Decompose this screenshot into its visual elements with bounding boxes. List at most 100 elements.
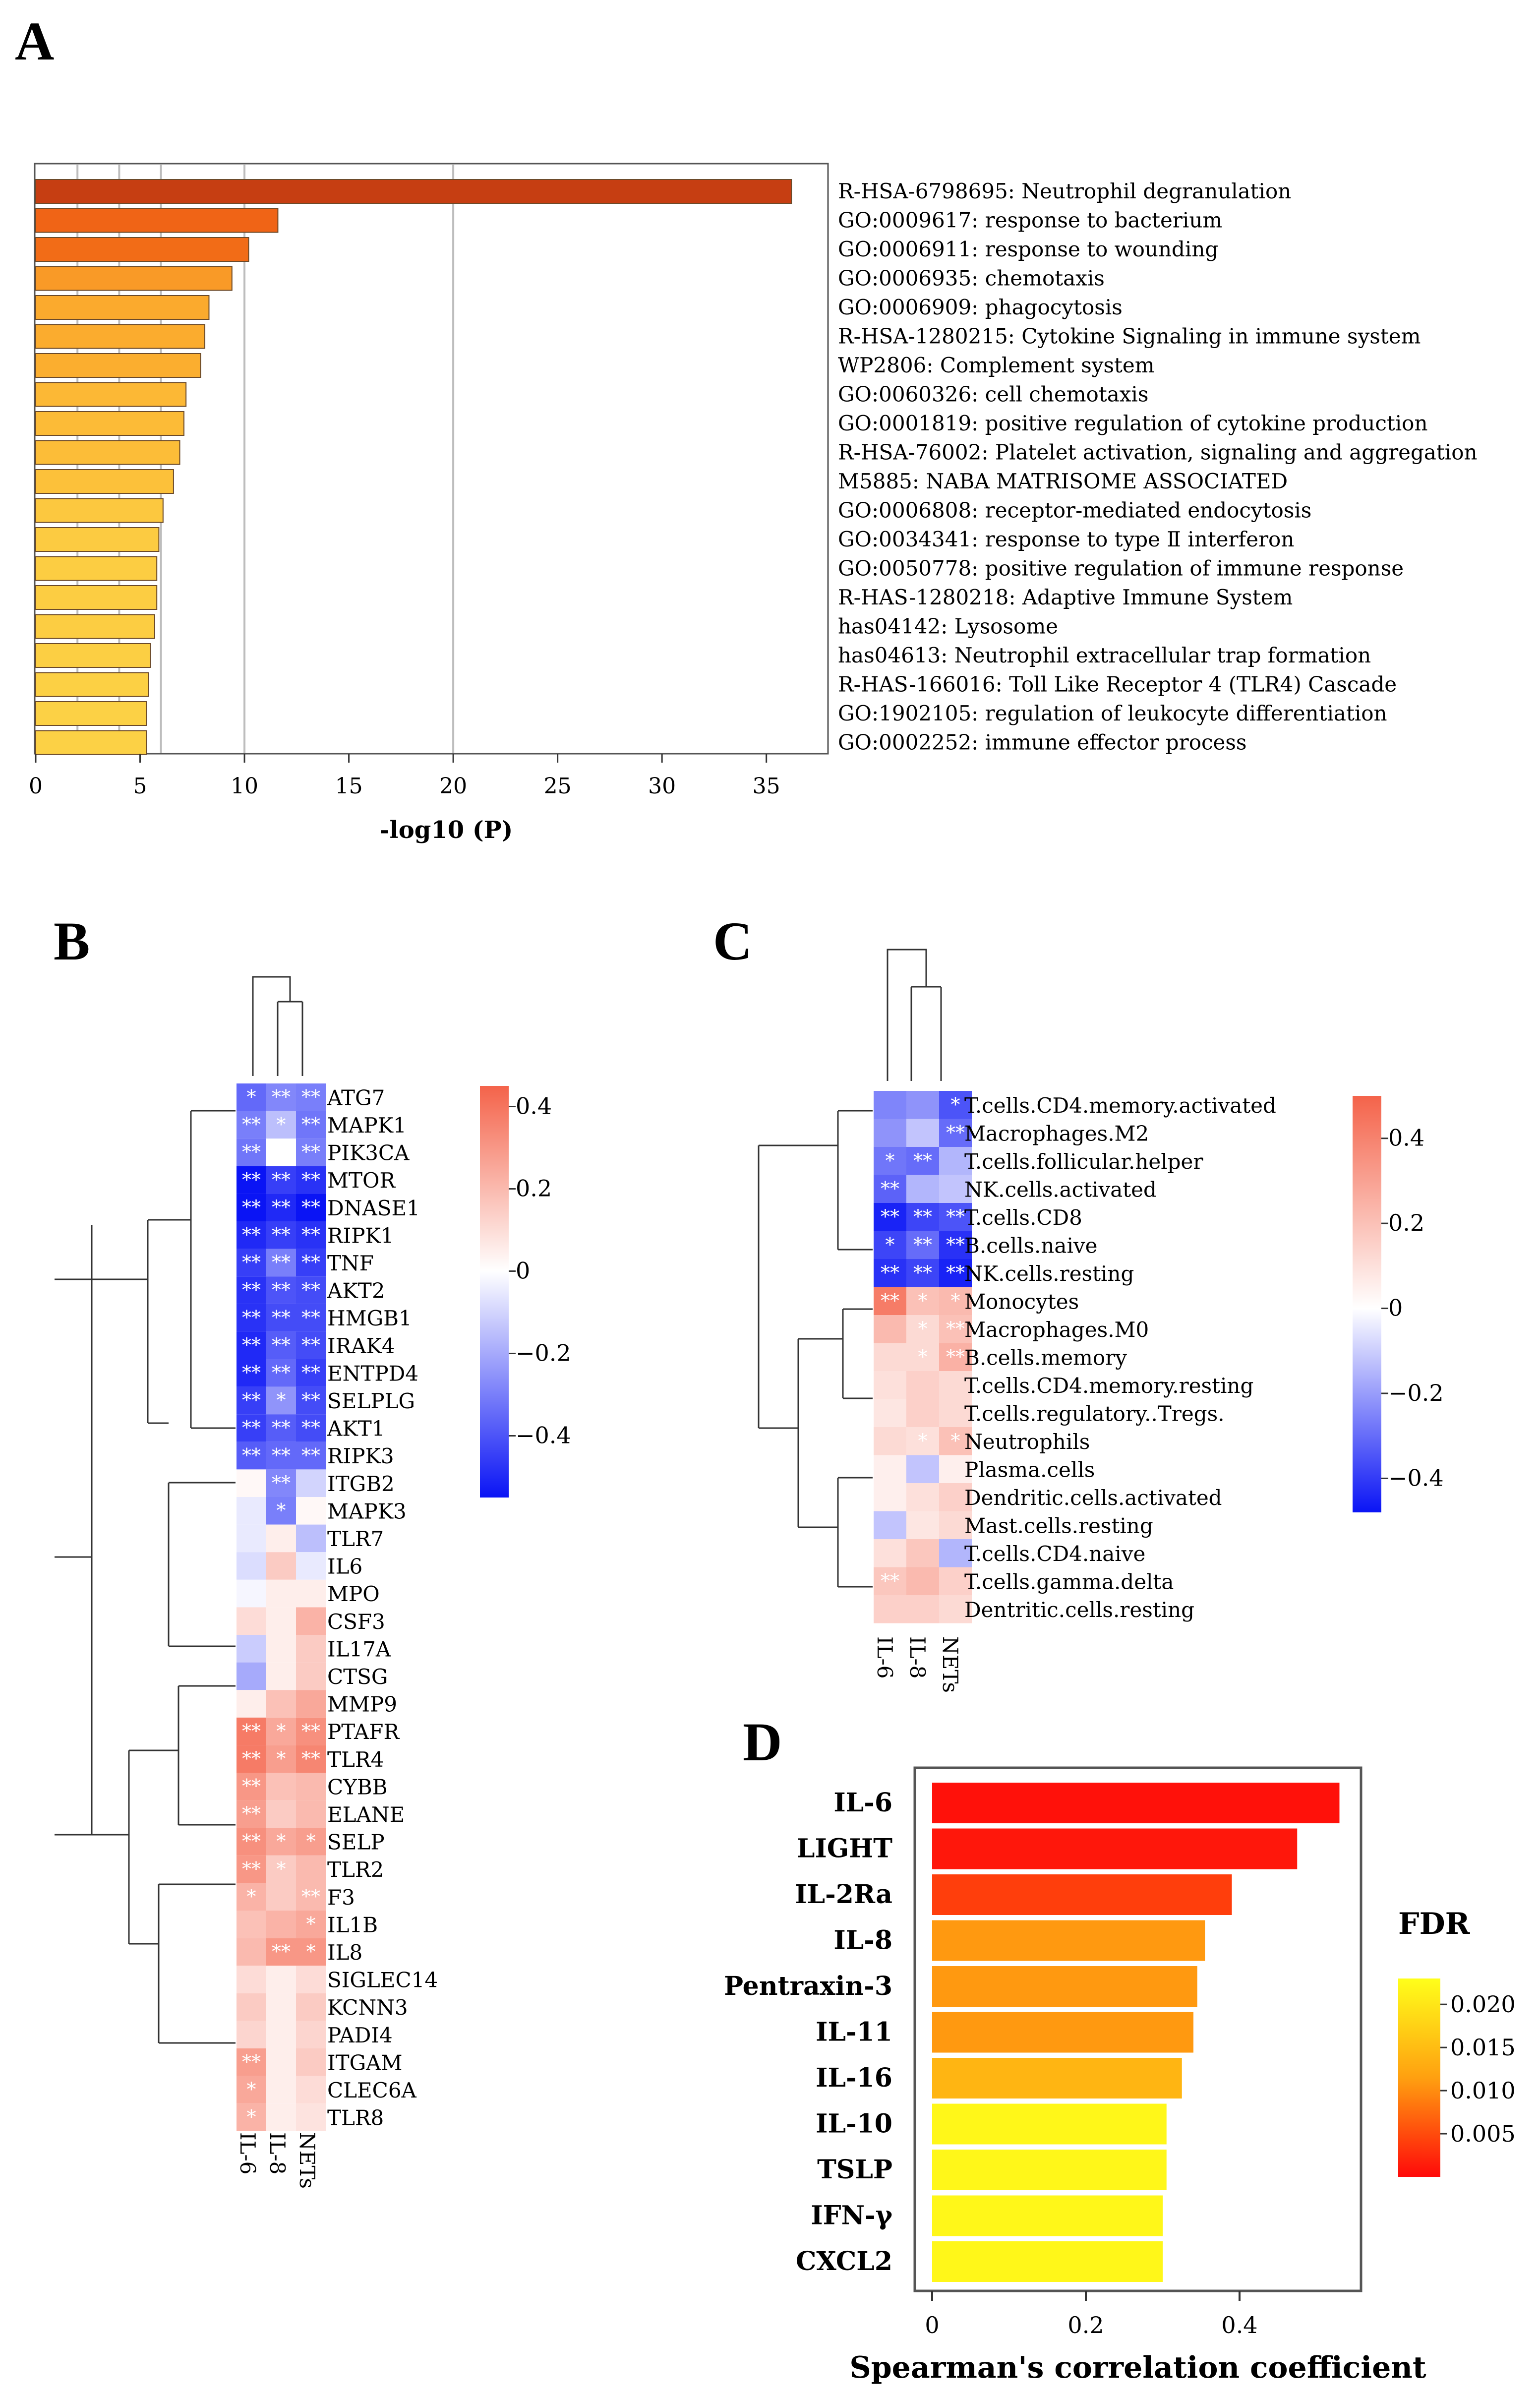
panel-d-plot-frame: [913, 1766, 1362, 2292]
panel-b-significance-mark: *: [247, 1086, 256, 1108]
panel-b-cell: [266, 1386, 296, 1415]
panel-b-cell: [266, 1441, 296, 1470]
panel-a-bar: [35, 643, 151, 668]
panel-a-category-label: R-HAS-166016: Toll Like Receptor 4 (TLR4…: [838, 672, 1397, 697]
panel-b-colorbar: [480, 1086, 509, 1498]
panel-b-cell: [266, 1359, 296, 1387]
panel-c-cell: [939, 1203, 972, 1231]
panel-a-category-label: GO:1902105: regulation of leukocyte diff…: [838, 701, 1387, 725]
panel-b-cell: [237, 1194, 266, 1221]
panel-c-significance-mark: *: [918, 1318, 928, 1340]
panel-c-heatmap: **** ****** ** *** ** **** ** **** * ** *** *** *** …: [758, 949, 1444, 1693]
panel-d-category-label: IL-16: [816, 2063, 892, 2093]
panel-c-row-dendrogram: [758, 1110, 873, 1588]
panel-b-cell: [296, 1911, 326, 1938]
panel-d-legend-tick-label: 0.020: [1450, 1991, 1516, 2018]
panel-b-row-label: ELANE: [327, 1802, 405, 1827]
panel-c-significance-mark: **: [913, 1234, 932, 1256]
panel-c-cell: [939, 1427, 972, 1455]
panel-a-category-label: GO:0002252: immune effector process: [838, 730, 1246, 755]
panel-c-cell: [939, 1091, 972, 1119]
panel-b-cell: [266, 1276, 296, 1304]
panel-b-cell: [237, 1359, 266, 1387]
panel-d-x-axis-label: Spearman's correlation coefficient: [849, 2350, 1426, 2385]
panel-c-cell: [939, 1119, 972, 1147]
panel-b-row-label: PIK3CA: [327, 1141, 410, 1165]
panel-b-significance-mark: **: [242, 1830, 261, 1852]
panel-d-bar: [932, 2241, 1163, 2282]
panel-b-cell: [266, 2103, 296, 2131]
panel-d-bar: [932, 1783, 1340, 1823]
panel-b-cell: [296, 1690, 326, 1718]
panel-b-significance-mark: **: [301, 1885, 320, 1907]
panel-b-significance-mark: **: [242, 1803, 261, 1825]
panel-b-cell: [237, 1469, 266, 1497]
panel-d-category-label: IL-11: [816, 2017, 892, 2047]
panel-c-row-label: Monocytes: [964, 1290, 1079, 1314]
panel-b-cell: [237, 1662, 266, 1690]
panel-b-row-label: KCNN3: [327, 1995, 408, 2020]
panel-d-x-tick-label: 0: [925, 2312, 939, 2338]
panel-b-row-label: CLEC6A: [327, 2078, 417, 2102]
panel-a-bar: [35, 701, 147, 726]
panel-d-category-label: TSLP: [817, 2155, 892, 2185]
panel-a-bar: [35, 295, 210, 320]
panel-b-cell: [237, 1331, 266, 1359]
panel-b-significance-mark: **: [301, 1086, 320, 1108]
panel-b-significance-mark: **: [242, 1417, 261, 1439]
panel-b-row-label: PTAFR: [327, 1720, 400, 1744]
panel-b-row-label: IRAK4: [327, 1334, 395, 1358]
panel-c-colorbar-tick-label: 0: [1388, 1295, 1403, 1321]
panel-b-cell: [266, 1828, 296, 1856]
panel-c-significance-mark: *: [886, 1150, 895, 1172]
panel-b-row-label: SELPLG: [327, 1389, 415, 1413]
panel-b-cell: [237, 1883, 266, 1911]
panel-b-significance-mark: **: [272, 1196, 291, 1218]
panel-b-cell: [296, 2048, 326, 2076]
panel-a-bar: [35, 266, 233, 291]
panel-b-colorbar-tick-label: 0: [516, 1258, 530, 1284]
panel-d-legend-tick-label: 0.010: [1450, 2077, 1516, 2104]
panel-b-cell: [266, 1524, 296, 1553]
panel-b-row-label: RIPK3: [327, 1444, 394, 1468]
panel-c-column-label: NETs: [938, 1636, 962, 1693]
panel-b-row-label: AKT1: [327, 1417, 385, 1441]
panel-b-cell: [296, 1966, 326, 1993]
panel-c-cell: [874, 1287, 906, 1315]
panel-c-cell: [939, 1175, 972, 1203]
panel-c-significance-mark: **: [946, 1206, 965, 1228]
panel-d-bar: [932, 2058, 1182, 2098]
panel-b-cell: [296, 1717, 326, 1745]
panel-c-colorbar-tick-label: −0.4: [1388, 1464, 1444, 1491]
panel-c-cell: [939, 1315, 972, 1343]
panel-c-row-label: B.cells.memory: [964, 1346, 1127, 1370]
panel-c-cell: [939, 1595, 972, 1623]
panel-c-row-label: T.cells.CD4.naive: [964, 1542, 1145, 1566]
panel-b-cell: [237, 1497, 266, 1525]
panel-a-bars: [35, 179, 792, 755]
panel-b-significance-mark: **: [242, 1279, 261, 1301]
panel-c-cell: [874, 1567, 906, 1595]
panel-a-bar: [35, 353, 201, 378]
panel-b-cell: [237, 1966, 266, 1993]
panel-c-cell: [874, 1175, 906, 1203]
panel-b-cell: [266, 1194, 296, 1221]
panel-b-significance-mark: **: [301, 1747, 320, 1769]
panel-c-significance-mark: *: [951, 1430, 960, 1452]
panel-b-cell: [296, 1166, 326, 1194]
panel-b-row-label: ATG7: [327, 1085, 385, 1110]
panel-b-cell: [296, 1883, 326, 1911]
panel-b-cell: [266, 1304, 296, 1332]
panel-a-x-tick-label: 25: [544, 774, 572, 799]
panel-b-significance-mark: **: [242, 1362, 261, 1383]
panel-b-significance-mark: **: [301, 1224, 320, 1246]
panel-d-bar: [932, 2103, 1167, 2145]
panel-b-cell: [296, 1083, 326, 1111]
panel-b-significance-mark: **: [301, 1362, 320, 1383]
panel-b-row-label: SELP: [327, 1830, 385, 1855]
panel-d-category-label: IL-2Ra: [795, 1879, 892, 1910]
panel-c-row-label: T.cells.CD4.memory.resting: [964, 1374, 1253, 1398]
panel-b-significance-mark: *: [247, 2079, 256, 2100]
panel-b-cell: [237, 1249, 266, 1277]
